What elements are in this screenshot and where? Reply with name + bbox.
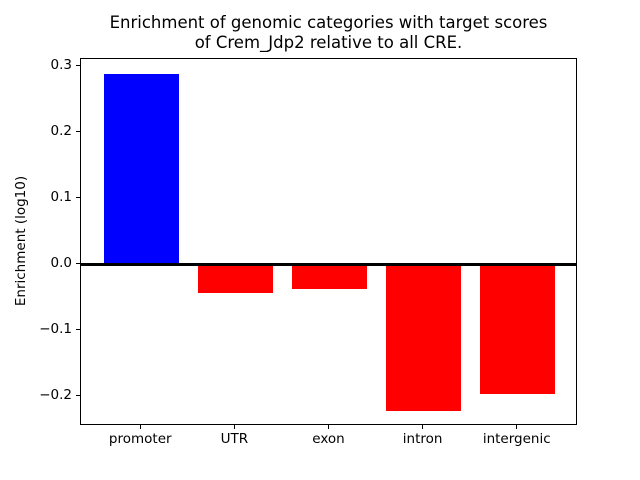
x-tick-label-intron: intron: [402, 431, 443, 447]
y-tick-label: 0.3: [50, 57, 72, 74]
bar-UTR: [197, 264, 274, 293]
y-tick-mark: [76, 328, 80, 330]
bar-promoter: [103, 74, 179, 265]
y-tick-label: −0.2: [39, 387, 72, 404]
y-tick-label: −0.1: [39, 321, 72, 338]
y-tick-mark: [76, 130, 80, 132]
x-tick-label-intergenic: intergenic: [482, 431, 551, 447]
chart-title: Enrichment of genomic categories with ta…: [109, 13, 548, 53]
y-axis-label: Enrichment (log10): [13, 175, 29, 307]
y-tick-label: 0.2: [50, 123, 72, 140]
y-tick-mark: [76, 196, 80, 198]
y-tick-label: 0.1: [50, 189, 72, 206]
zero-baseline: [81, 262, 576, 266]
x-tick-mark: [422, 425, 424, 429]
y-tick-label: 0.0: [50, 255, 72, 272]
bar-intergenic: [480, 264, 556, 395]
bar-intron: [385, 264, 462, 412]
x-tick-label-exon: exon: [312, 431, 345, 447]
plot-area: [80, 58, 577, 425]
bar-exon: [291, 264, 368, 289]
x-tick-mark: [233, 425, 235, 429]
x-tick-mark: [516, 425, 518, 429]
y-tick-mark: [76, 262, 80, 264]
y-tick-mark: [76, 64, 80, 66]
x-tick-label-UTR: UTR: [220, 431, 249, 447]
x-tick-mark: [328, 425, 329, 429]
x-tick-mark: [139, 425, 141, 429]
x-tick-label-promoter: promoter: [108, 431, 172, 447]
y-tick-mark: [76, 394, 80, 396]
